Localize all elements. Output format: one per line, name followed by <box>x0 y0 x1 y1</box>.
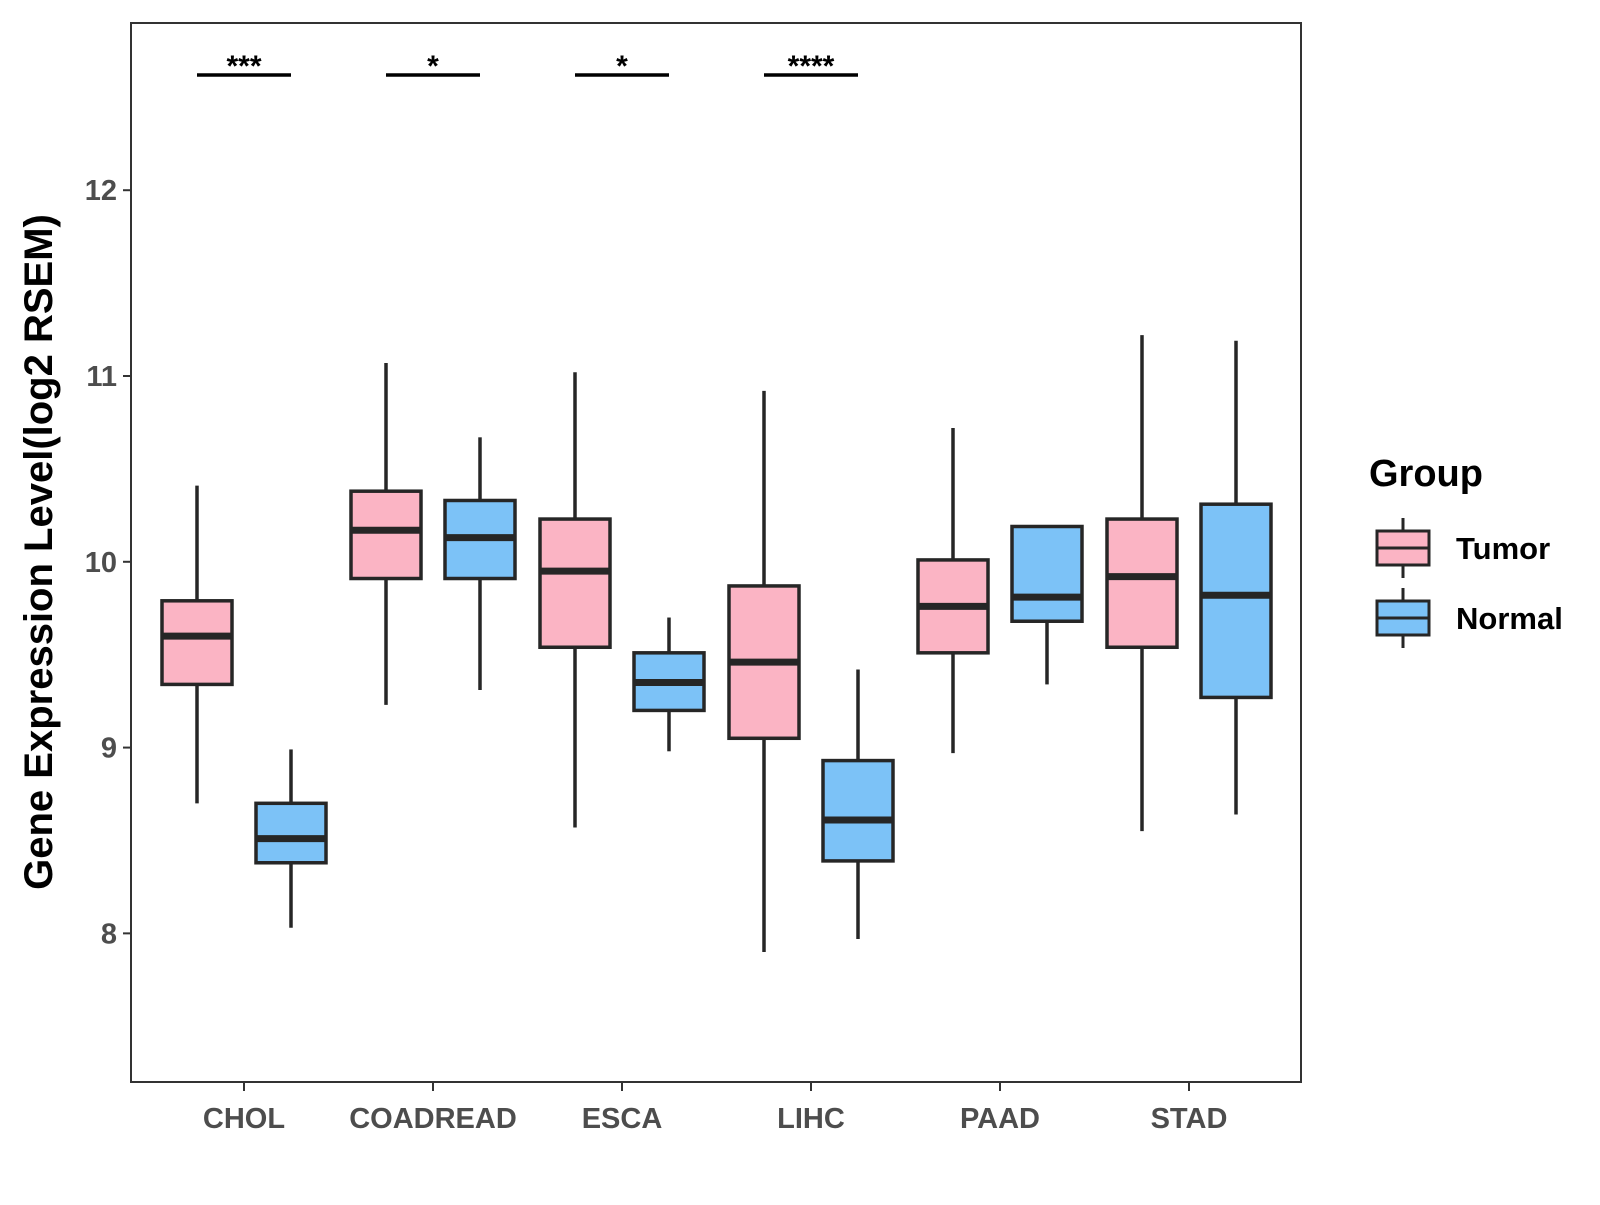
box-tumor-paad <box>916 428 990 754</box>
box-iqr <box>538 517 612 650</box>
box-iqr <box>160 599 234 687</box>
significance-label: *** <box>226 50 261 83</box>
significance-annotations: *** * * **** <box>197 50 858 83</box>
box-iqr <box>821 758 895 863</box>
box-tumor-stad <box>1105 335 1179 832</box>
box-normal-chol <box>254 749 328 928</box>
x-axis: CHOL COADREAD ESCA LIHC PAAD STAD <box>203 1082 1227 1135</box>
box-iqr <box>254 801 328 865</box>
x-tick-label: COADREAD <box>349 1103 517 1135</box>
significance-coadread: * <box>386 50 480 83</box>
significance-label: * <box>616 50 628 83</box>
significance-lihc: **** <box>764 50 858 83</box>
y-axis: 8 9 10 11 12 <box>85 175 131 950</box>
y-tick-label: 12 <box>85 175 117 207</box>
series-tumor <box>160 335 1179 952</box>
significance-chol: *** <box>197 50 291 83</box>
box-normal-paad <box>1010 524 1084 685</box>
legend-item-tumor: Tumor <box>1375 518 1550 578</box>
box-tumor-coadread <box>349 362 423 705</box>
series-normal <box>254 340 1273 939</box>
box-iqr <box>1199 502 1273 700</box>
x-tick-label: PAAD <box>960 1103 1040 1135</box>
significance-label: * <box>427 50 439 83</box>
box-normal-lihc <box>821 669 895 939</box>
box-iqr <box>1105 517 1179 650</box>
significance-label: **** <box>788 50 835 83</box>
box-tumor-esca <box>538 372 612 828</box>
box-normal-esca <box>632 617 706 752</box>
legend-title: Group <box>1369 453 1483 495</box>
box-iqr <box>1010 524 1084 623</box>
x-tick-label: CHOL <box>203 1103 285 1135</box>
y-tick-label: 11 <box>86 361 117 393</box>
box-tumor-lihc <box>727 390 801 952</box>
box-normal-stad <box>1199 340 1273 815</box>
legend-label: Normal <box>1456 601 1563 636</box>
box-series <box>160 335 1273 952</box>
y-axis-title: Gene Expression Level(log2 RSEM) <box>17 214 61 890</box>
y-tick-label: 10 <box>85 547 117 579</box>
y-tick-label: 8 <box>101 918 117 950</box>
x-tick-label: LIHC <box>777 1103 845 1135</box>
legend-item-normal: Normal <box>1375 588 1563 648</box>
x-tick-label: ESCA <box>582 1103 663 1135</box>
legend-label: Tumor <box>1456 531 1550 566</box>
legend: Group Tumor Normal <box>1369 453 1563 648</box>
box-normal-coadread <box>443 437 517 690</box>
box-tumor-chol <box>160 485 234 804</box>
y-tick-label: 9 <box>101 733 117 765</box>
significance-esca: * <box>575 50 669 83</box>
x-tick-label: STAD <box>1151 1103 1228 1135</box>
box-iqr <box>349 489 423 581</box>
